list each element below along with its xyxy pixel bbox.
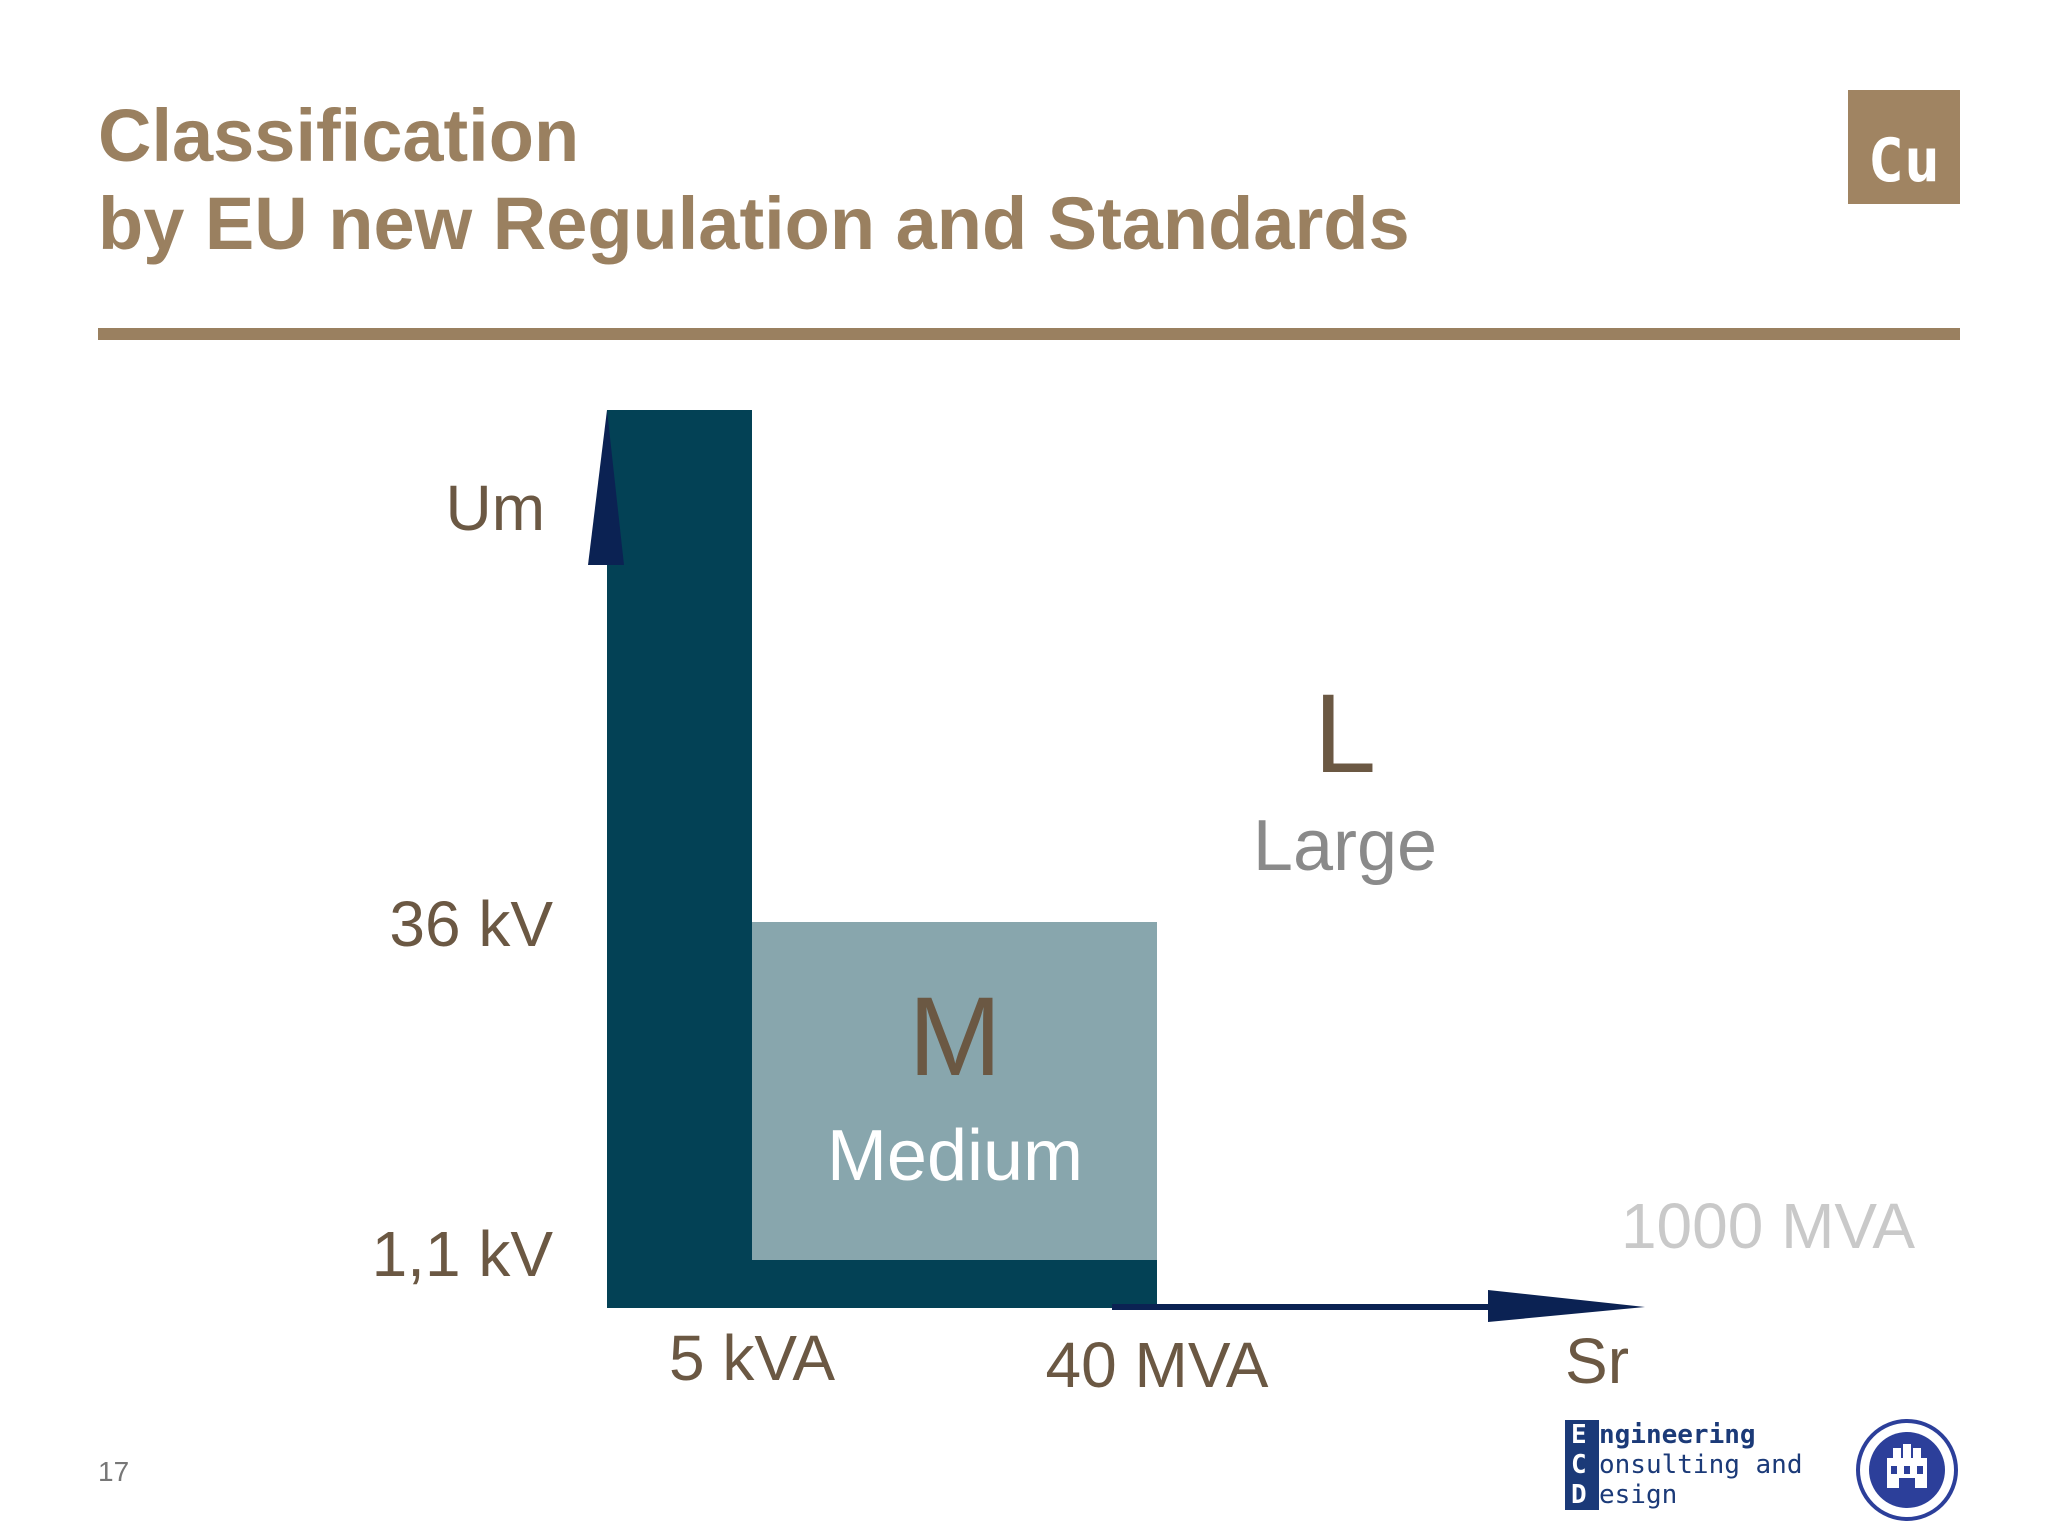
medium-region [752, 922, 1157, 1260]
medium-name: Medium [827, 1116, 1083, 1196]
x-axis-label: Sr [1565, 1325, 1629, 1397]
x-axis-arrow-icon [1488, 1290, 1645, 1322]
y-tick-36kv: 36 kV [389, 888, 553, 960]
ecd-initial-c: C [1565, 1450, 1599, 1480]
page-number: 17 [98, 1456, 130, 1487]
title-divider [98, 328, 1960, 340]
university-seal-icon [1856, 1419, 1958, 1521]
x-axis-line [1112, 1304, 1492, 1310]
slide-title: Classification by EU new Regulation and … [98, 92, 1410, 268]
x-tick-40mva: 40 MVA [1046, 1329, 1269, 1401]
y-axis-label: Um [445, 472, 545, 544]
ecd-line-1: ngineering [1599, 1420, 1756, 1450]
small-band-horizontal [607, 1260, 1157, 1308]
large-name: Large [1253, 806, 1437, 886]
medium-letter: M [908, 974, 1001, 1099]
title-line-1: Classification [98, 94, 580, 177]
ecd-initial-d: D [1565, 1480, 1599, 1510]
extra-label-1000mva: 1000 MVA [1621, 1190, 1915, 1262]
cu-badge: Cu [1848, 90, 1960, 204]
ecd-initial-e: E [1565, 1420, 1599, 1450]
ecd-line-2: onsulting and [1599, 1450, 1803, 1480]
small-band-vertical [607, 410, 752, 1308]
y-axis-arrow-icon [588, 410, 624, 565]
title-line-2: by EU new Regulation and Standards [98, 182, 1410, 265]
large-letter: L [1314, 671, 1376, 796]
y-tick-1-1kv: 1,1 kV [372, 1218, 554, 1290]
ecd-line-3: esign [1599, 1480, 1678, 1510]
x-tick-5kva: 5 kVA [669, 1322, 835, 1394]
